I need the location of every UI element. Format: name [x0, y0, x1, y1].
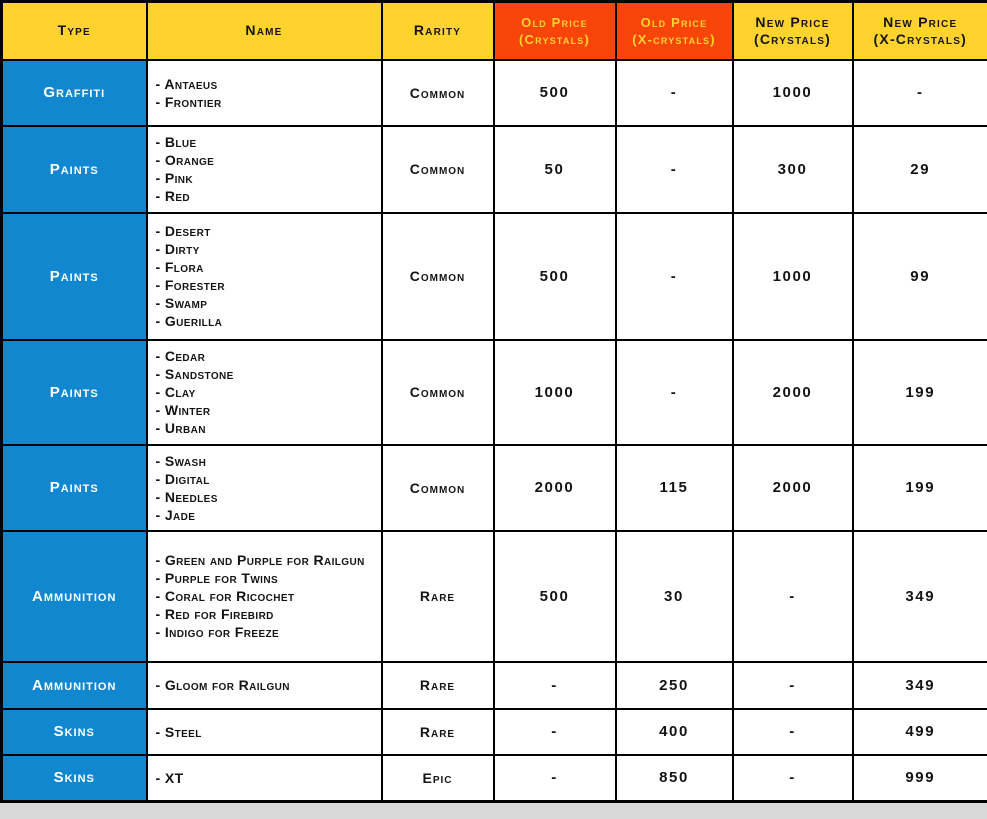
table-row: Paints - Cedar - Sandstone - Clay - Wint… — [0, 338, 987, 446]
old-price-xcrystals-cell: 400 — [614, 707, 734, 756]
old-price-crystals-cell: 50 — [492, 124, 617, 214]
old-price-xcrystals-cell: - — [614, 124, 734, 214]
rarity-cell: Common — [380, 338, 495, 446]
table-row: Paints - Desert - Dirty - Flora - Forest… — [0, 211, 987, 341]
names-cell: - Gloom for Railgun — [145, 660, 383, 710]
rarity-cell: Common — [380, 443, 495, 532]
col-header-new-price-xcrystals: New Price (X-Crystals) — [851, 0, 987, 61]
table-row: Skins - Steel Rare - 400 - 499 — [0, 707, 987, 756]
rarity-cell: Rare — [380, 660, 495, 710]
col-header-rarity: Rarity — [380, 0, 495, 61]
new-price-xcrystals-cell: 199 — [851, 338, 987, 446]
new-price-crystals-cell: 1000 — [731, 58, 854, 127]
names-cell: - Steel — [145, 707, 383, 756]
old-price-crystals-cell: 1000 — [492, 338, 617, 446]
new-price-xcrystals-cell: 349 — [851, 660, 987, 710]
rarity-cell: Rare — [380, 529, 495, 663]
type-cell: Skins — [0, 753, 148, 803]
new-price-crystals-cell: 300 — [731, 124, 854, 214]
names-cell: - Swash - Digital - Needles - Jade — [145, 443, 383, 532]
old-price-xcrystals-cell: 115 — [614, 443, 734, 532]
rarity-cell: Rare — [380, 707, 495, 756]
new-price-crystals-cell: 1000 — [731, 211, 854, 341]
new-price-crystals-cell: - — [731, 529, 854, 663]
new-price-crystals-cell: 2000 — [731, 443, 854, 532]
rarity-cell: Epic — [380, 753, 495, 803]
type-cell: Ammunition — [0, 660, 148, 710]
rarity-cell: Common — [380, 211, 495, 341]
new-price-crystals-cell: - — [731, 707, 854, 756]
old-price-crystals-cell: 500 — [492, 529, 617, 663]
new-price-xcrystals-cell: 199 — [851, 443, 987, 532]
old-price-xcrystals-cell: - — [614, 211, 734, 341]
new-price-crystals-cell: 2000 — [731, 338, 854, 446]
type-cell: Paints — [0, 338, 148, 446]
new-price-xcrystals-cell: 499 — [851, 707, 987, 756]
type-cell: Ammunition — [0, 529, 148, 663]
type-cell: Graffiti — [0, 58, 148, 127]
old-price-xcrystals-cell: 250 — [614, 660, 734, 710]
names-cell: - Antaeus - Frontier — [145, 58, 383, 127]
names-cell: - Blue - Orange - Pink - Red — [145, 124, 383, 214]
table-row: Ammunition - Gloom for Railgun Rare - 25… — [0, 660, 987, 710]
type-cell: Paints — [0, 211, 148, 341]
col-header-old-price-crystals: Old Price (Crystals) — [492, 0, 617, 61]
old-price-crystals-cell: - — [492, 707, 617, 756]
col-header-new-price-crystals: New Price (Crystals) — [731, 0, 854, 61]
table-row: Paints - Blue - Orange - Pink - Red Comm… — [0, 124, 987, 214]
col-header-name: Name — [145, 0, 383, 61]
names-cell: - Cedar - Sandstone - Clay - Winter - Ur… — [145, 338, 383, 446]
table-row: Skins - XT Epic - 850 - 999 — [0, 753, 987, 803]
old-price-crystals-cell: - — [492, 753, 617, 803]
names-cell: - Green and Purple for Railgun - Purple … — [145, 529, 383, 663]
old-price-crystals-cell: 500 — [492, 211, 617, 341]
rarity-cell: Common — [380, 124, 495, 214]
type-cell: Skins — [0, 707, 148, 756]
names-cell: - Desert - Dirty - Flora - Forester - Sw… — [145, 211, 383, 341]
old-price-xcrystals-cell: - — [614, 58, 734, 127]
new-price-xcrystals-cell: - — [851, 58, 987, 127]
new-price-crystals-cell: - — [731, 753, 854, 803]
table-row: Graffiti - Antaeus - Frontier Common 500… — [0, 58, 987, 127]
col-header-old-price-xcrystals: Old Price (X-crystals) — [614, 0, 734, 61]
old-price-xcrystals-cell: 30 — [614, 529, 734, 663]
old-price-crystals-cell: 2000 — [492, 443, 617, 532]
names-cell: - XT — [145, 753, 383, 803]
new-price-xcrystals-cell: 29 — [851, 124, 987, 214]
new-price-xcrystals-cell: 99 — [851, 211, 987, 341]
new-price-xcrystals-cell: 999 — [851, 753, 987, 803]
old-price-xcrystals-cell: 850 — [614, 753, 734, 803]
rarity-cell: Common — [380, 58, 495, 127]
old-price-crystals-cell: 500 — [492, 58, 617, 127]
new-price-xcrystals-cell: 349 — [851, 529, 987, 663]
new-price-crystals-cell: - — [731, 660, 854, 710]
type-cell: Paints — [0, 124, 148, 214]
header-row: Type Name Rarity Old Price (Crystals) Ol… — [0, 0, 987, 61]
old-price-crystals-cell: - — [492, 660, 617, 710]
type-cell: Paints — [0, 443, 148, 532]
table-row: Ammunition - Green and Purple for Railgu… — [0, 529, 987, 663]
col-header-type: Type — [0, 0, 148, 61]
table-row: Paints - Swash - Digital - Needles - Jad… — [0, 443, 987, 532]
old-price-xcrystals-cell: - — [614, 338, 734, 446]
